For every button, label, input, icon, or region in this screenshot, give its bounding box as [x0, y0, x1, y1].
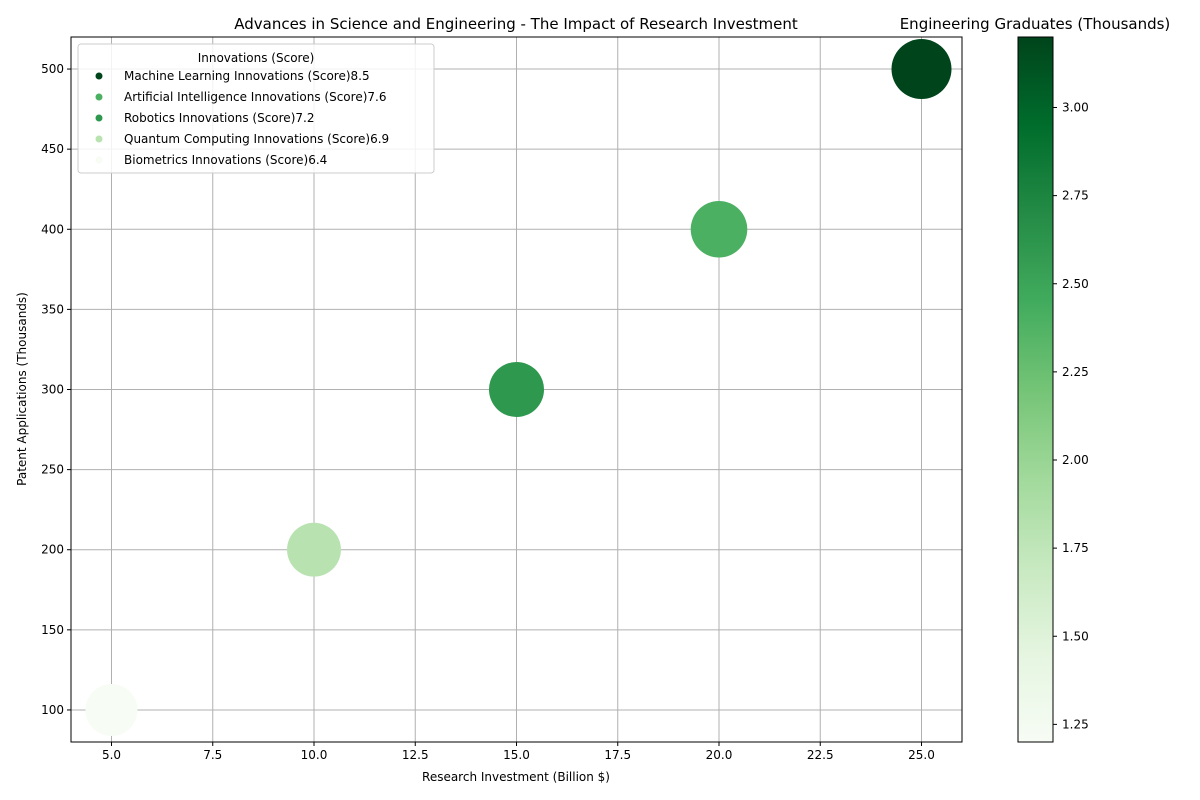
colorbar-tick-label: 2.75 — [1062, 189, 1089, 203]
legend-marker — [95, 114, 103, 122]
y-tick-label: 250 — [41, 463, 64, 477]
colorbar: 1.25 1.50 1.75 2.00 2.25 2.50 2.75 3.00 — [1017, 36, 1089, 743]
legend-entry: Biometrics Innovations (Score)6.4 — [124, 153, 327, 167]
y-tick-label: 100 — [41, 703, 64, 717]
colorbar-tick-label: 1.50 — [1062, 629, 1089, 643]
legend-box — [77, 43, 435, 174]
colorbar-tick-label: 1.75 — [1062, 541, 1089, 555]
legend: Innovations (Score) Machine Learning Inn… — [77, 43, 435, 174]
colorbar-tick-label: 2.00 — [1062, 453, 1089, 467]
data-point — [690, 200, 748, 258]
legend-marker — [95, 93, 103, 101]
x-tick-label: 7.5 — [203, 748, 222, 762]
x-tick-label: 10.0 — [301, 748, 328, 762]
x-axis-label: Research Investment (Billion $) — [422, 770, 610, 784]
colorbar-tick-label: 3.00 — [1062, 101, 1089, 115]
colorbar-tick-label: 2.25 — [1062, 365, 1089, 379]
data-point — [287, 522, 341, 577]
legend-marker — [95, 72, 103, 80]
x-axis-ticks: 5.0 7.5 10.0 12.5 15.0 17.5 20.0 22.5 25.0 — [102, 742, 935, 762]
x-tick-label: 12.5 — [402, 748, 429, 762]
legend-title: Innovations (Score) — [198, 51, 315, 65]
x-tick-label: 20.0 — [706, 748, 733, 762]
legend-entry: Robotics Innovations (Score)7.2 — [124, 111, 314, 125]
colorbar-gradient — [1017, 36, 1054, 743]
x-tick-label: 17.5 — [604, 748, 631, 762]
legend-entry: Quantum Computing Innovations (Score)6.9 — [124, 132, 389, 146]
data-point — [488, 361, 545, 418]
legend-entry: Artificial Intelligence Innovations (Sco… — [124, 90, 386, 104]
legend-marker — [95, 135, 103, 143]
colorbar-tick-label: 2.50 — [1062, 277, 1089, 291]
y-tick-label: 200 — [41, 543, 64, 557]
y-tick-label: 450 — [41, 142, 64, 156]
x-tick-label: 5.0 — [102, 748, 121, 762]
y-tick-label: 350 — [41, 302, 64, 316]
y-tick-label: 500 — [41, 62, 64, 76]
y-tick-label: 150 — [41, 623, 64, 637]
data-point — [85, 683, 138, 736]
y-axis-label: Patent Applications (Thousands) — [15, 292, 29, 486]
y-tick-label: 400 — [41, 222, 64, 236]
chart-title: Advances in Science and Engineering - Th… — [234, 15, 798, 33]
legend-entry: Machine Learning Innovations (Score)8.5 — [124, 69, 370, 83]
colorbar-title: Engineering Graduates (Thousands) — [900, 15, 1171, 33]
legend-marker — [95, 156, 103, 164]
x-tick-label: 22.5 — [807, 748, 834, 762]
data-points — [85, 39, 952, 736]
colorbar-tick-label: 1.25 — [1062, 717, 1089, 731]
data-point — [891, 39, 952, 100]
y-tick-label: 300 — [41, 383, 64, 397]
y-axis-ticks: 100 150 200 250 300 350 400 450 500 — [41, 62, 71, 717]
x-tick-label: 25.0 — [908, 748, 935, 762]
x-tick-label: 15.0 — [503, 748, 530, 762]
